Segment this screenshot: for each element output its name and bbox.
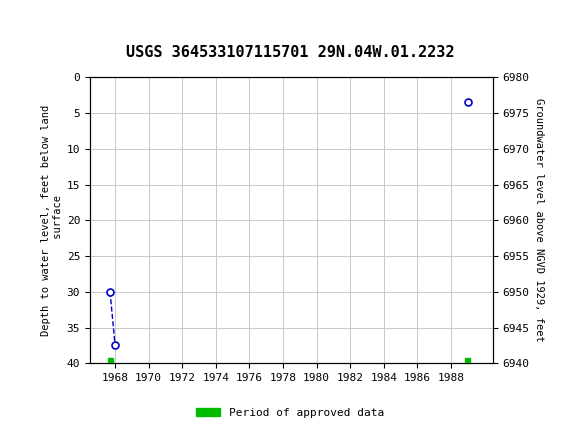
- Y-axis label: Groundwater level above NGVD 1929, feet: Groundwater level above NGVD 1929, feet: [534, 98, 544, 342]
- Text: USGS: USGS: [38, 12, 97, 31]
- Text: ≡: ≡: [9, 12, 27, 31]
- Legend: Period of approved data: Period of approved data: [191, 403, 389, 422]
- Bar: [465, 358, 470, 363]
- Bar: [107, 358, 113, 363]
- Y-axis label: Depth to water level, feet below land
 surface: Depth to water level, feet below land su…: [41, 105, 63, 336]
- Text: USGS 364533107115701 29N.04W.01.2232: USGS 364533107115701 29N.04W.01.2232: [126, 45, 454, 60]
